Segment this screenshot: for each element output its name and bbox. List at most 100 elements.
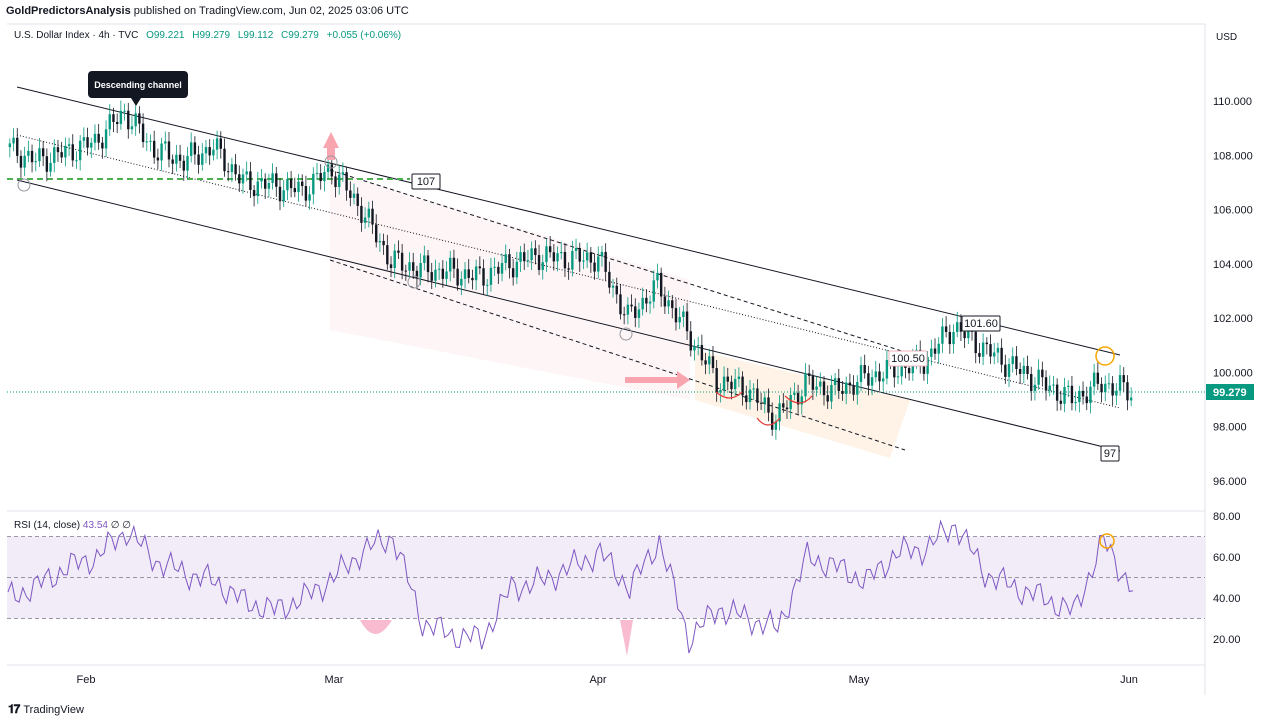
candle[interactable] bbox=[201, 143, 204, 171]
candle[interactable] bbox=[93, 124, 97, 151]
candle[interactable] bbox=[563, 243, 567, 277]
candle[interactable] bbox=[141, 113, 145, 148]
candle[interactable] bbox=[319, 164, 322, 190]
rsi-label[interactable]: RSI (14, close) bbox=[14, 520, 81, 531]
candle[interactable] bbox=[378, 233, 382, 252]
candle[interactable] bbox=[60, 141, 63, 164]
candle[interactable] bbox=[574, 238, 578, 260]
candle[interactable] bbox=[241, 168, 245, 194]
candle[interactable] bbox=[445, 261, 448, 285]
candle[interactable] bbox=[685, 302, 689, 340]
candle[interactable] bbox=[578, 242, 581, 272]
candle[interactable] bbox=[115, 113, 119, 133]
candle[interactable] bbox=[933, 338, 937, 360]
candle[interactable] bbox=[345, 166, 348, 201]
candle[interactable] bbox=[38, 137, 41, 167]
channel-mid-line[interactable] bbox=[16, 134, 1121, 409]
candle[interactable] bbox=[1015, 346, 1018, 376]
candle[interactable] bbox=[186, 146, 189, 179]
candle[interactable] bbox=[400, 243, 404, 280]
candle[interactable] bbox=[175, 145, 178, 172]
candle[interactable] bbox=[356, 187, 359, 217]
candle[interactable] bbox=[474, 259, 478, 291]
candle[interactable] bbox=[430, 262, 433, 290]
candle[interactable] bbox=[308, 185, 311, 210]
candle[interactable] bbox=[97, 124, 100, 150]
candle[interactable] bbox=[1063, 377, 1066, 413]
candle[interactable] bbox=[730, 375, 733, 400]
candle[interactable] bbox=[885, 349, 889, 385]
candle[interactable] bbox=[989, 334, 992, 364]
candle[interactable] bbox=[301, 174, 304, 196]
candle[interactable] bbox=[634, 298, 637, 328]
level-101-60-label[interactable]: 101.60 bbox=[961, 315, 1001, 332]
candle[interactable] bbox=[27, 140, 30, 163]
candle[interactable] bbox=[608, 261, 611, 294]
candle[interactable] bbox=[397, 240, 400, 259]
candle[interactable] bbox=[1074, 392, 1077, 411]
candle[interactable] bbox=[515, 251, 519, 285]
candle[interactable] bbox=[441, 260, 445, 288]
candle[interactable] bbox=[582, 250, 585, 270]
candle[interactable] bbox=[859, 356, 863, 392]
currency-label[interactable]: USD bbox=[1216, 32, 1238, 43]
candle[interactable] bbox=[678, 307, 681, 330]
candle[interactable] bbox=[1018, 362, 1022, 384]
candle[interactable] bbox=[789, 387, 792, 419]
candle[interactable] bbox=[959, 314, 963, 342]
candle[interactable] bbox=[567, 262, 570, 280]
candle[interactable] bbox=[104, 120, 108, 157]
candle[interactable] bbox=[404, 264, 408, 281]
candle[interactable] bbox=[127, 102, 130, 139]
candle[interactable] bbox=[637, 302, 641, 328]
channel-upper-line[interactable] bbox=[16, 86, 1121, 356]
candle[interactable] bbox=[53, 139, 56, 173]
candle[interactable] bbox=[1096, 362, 1100, 391]
candle[interactable] bbox=[245, 161, 248, 182]
candle[interactable] bbox=[667, 290, 670, 314]
candle[interactable] bbox=[1115, 382, 1118, 406]
candle[interactable] bbox=[1070, 376, 1074, 411]
candle[interactable] bbox=[1052, 376, 1055, 395]
candle[interactable] bbox=[556, 246, 559, 272]
candle[interactable] bbox=[1041, 361, 1044, 387]
candle[interactable] bbox=[878, 363, 881, 391]
candle[interactable] bbox=[152, 130, 156, 164]
candle[interactable] bbox=[941, 318, 944, 353]
candle[interactable] bbox=[334, 171, 337, 198]
candle[interactable] bbox=[696, 336, 700, 356]
candle[interactable] bbox=[896, 366, 900, 384]
candle[interactable] bbox=[519, 246, 522, 272]
candle[interactable] bbox=[671, 295, 674, 319]
candle[interactable] bbox=[993, 343, 996, 365]
candle[interactable] bbox=[785, 400, 789, 419]
candle[interactable] bbox=[560, 241, 563, 260]
candle[interactable] bbox=[323, 166, 326, 192]
candle[interactable] bbox=[249, 162, 252, 198]
candle[interactable] bbox=[844, 376, 848, 405]
candle[interactable] bbox=[260, 169, 263, 189]
candle[interactable] bbox=[419, 253, 422, 286]
candle[interactable] bbox=[452, 249, 456, 279]
candle[interactable] bbox=[1107, 373, 1111, 390]
symbol-title[interactable]: U.S. Dollar Index · 4h · TVC bbox=[14, 30, 139, 41]
candle[interactable] bbox=[497, 261, 500, 284]
candle[interactable] bbox=[412, 252, 415, 279]
candle[interactable] bbox=[297, 173, 300, 202]
candle[interactable] bbox=[56, 140, 60, 162]
candle[interactable] bbox=[1092, 363, 1096, 396]
candle[interactable] bbox=[71, 134, 74, 167]
candle[interactable] bbox=[23, 146, 26, 177]
author-name[interactable]: GoldPredictorsAnalysis bbox=[6, 5, 131, 17]
candle[interactable] bbox=[156, 148, 160, 169]
candle[interactable] bbox=[171, 154, 174, 175]
candle[interactable] bbox=[715, 359, 718, 402]
candle[interactable] bbox=[523, 243, 526, 270]
candle[interactable] bbox=[748, 379, 752, 410]
candle[interactable] bbox=[500, 253, 504, 282]
candle[interactable] bbox=[312, 167, 315, 205]
candle[interactable] bbox=[648, 295, 652, 314]
candle[interactable] bbox=[926, 351, 929, 385]
candle[interactable] bbox=[1048, 375, 1051, 397]
rsi-line[interactable] bbox=[7, 519, 1134, 654]
